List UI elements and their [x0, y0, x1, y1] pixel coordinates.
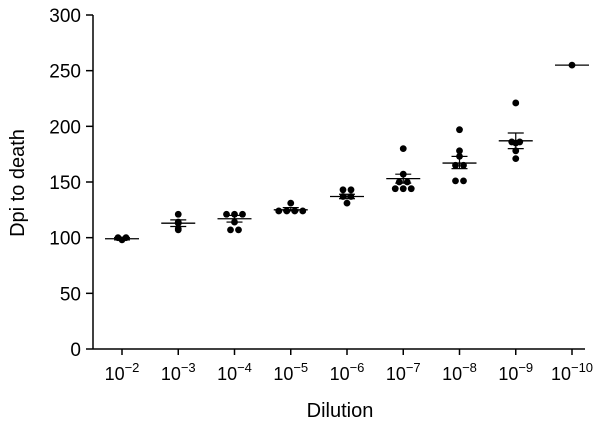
- x-axis-label: Dilution: [307, 400, 374, 422]
- data-point: [508, 138, 516, 146]
- data-point: [339, 186, 347, 194]
- y-tick-label: 50: [60, 284, 81, 305]
- y-axis-label: Dpi to death: [7, 129, 29, 237]
- x-tick-label: 10−7: [386, 360, 421, 384]
- data-point: [239, 210, 246, 218]
- x-tick-label: 10−9: [498, 360, 533, 384]
- data-point: [512, 99, 520, 107]
- y-tick-label: 150: [49, 173, 81, 194]
- data-point: [399, 145, 407, 153]
- y-tick-label: 0: [70, 340, 81, 361]
- y-tick-label: 200: [49, 117, 81, 138]
- x-tick-label: 10−10: [551, 360, 593, 384]
- data-point: [395, 178, 403, 186]
- data-point: [299, 207, 307, 215]
- data-marks: [105, 61, 589, 244]
- x-tick-label: 10−4: [217, 360, 252, 384]
- data-point: [174, 210, 182, 218]
- y-tick-label: 250: [49, 62, 81, 83]
- data-point: [512, 155, 520, 163]
- data-point: [452, 177, 459, 185]
- data-point: [391, 185, 399, 193]
- y-tick-label: 100: [49, 229, 81, 250]
- data-point: [275, 207, 283, 215]
- x-tick-label: 10−3: [161, 360, 196, 384]
- data-point: [516, 138, 524, 146]
- data-point: [227, 226, 234, 234]
- y-tick-label: 300: [49, 6, 81, 27]
- data-point: [456, 147, 463, 155]
- data-point: [403, 178, 411, 186]
- data-point: [223, 210, 230, 218]
- x-tick-label: 10−6: [330, 360, 365, 384]
- data-point: [347, 186, 355, 194]
- axes: 0 50 100 150 200 250 300 10−2 10−3 10−4 10−5 10−6 10…: [49, 6, 593, 384]
- data-point: [456, 126, 463, 134]
- data-point: [399, 185, 407, 193]
- data-point: [287, 199, 295, 207]
- x-tick-label: 10−8: [442, 360, 477, 384]
- x-tick-label: 10−5: [273, 360, 308, 384]
- data-point: [407, 185, 415, 193]
- x-tick-label: 10−2: [105, 360, 140, 384]
- data-point: [460, 177, 467, 185]
- data-point: [235, 226, 242, 234]
- data-point: [343, 199, 351, 207]
